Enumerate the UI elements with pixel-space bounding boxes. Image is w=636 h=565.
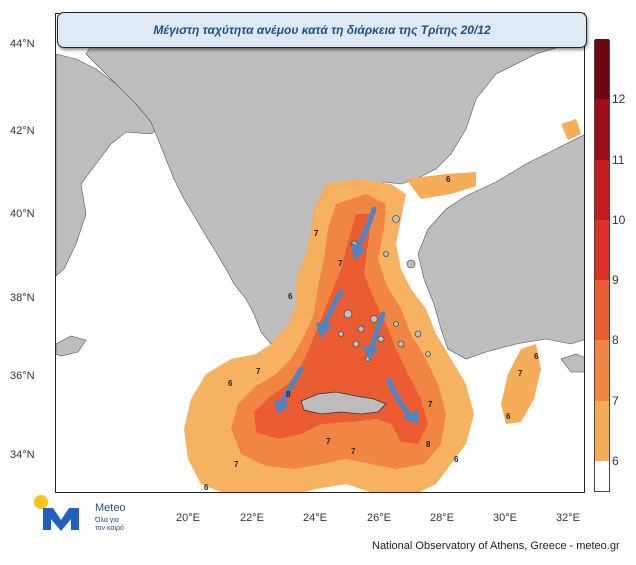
wind-zone-east — [501, 344, 541, 424]
contour-label: 6 — [228, 379, 233, 388]
contour-label: 6 — [288, 292, 293, 301]
map-title: Μέγιστη ταχύτητα ανέμου κατά τη διάρκεια… — [153, 23, 491, 37]
colorbar-tick-label: 9 — [612, 273, 619, 288]
contour-label: 6 — [534, 352, 539, 361]
colorbar-segment — [595, 400, 609, 461]
contour-label: 6 — [446, 175, 451, 184]
lat-label-34: 34°N — [10, 449, 35, 461]
lon-label-20: 20°E — [176, 512, 200, 524]
wind-zone-north — [406, 172, 476, 199]
meteo-logo — [34, 495, 79, 531]
wind-arrow-1 — [355, 206, 377, 249]
colorbar-segment — [595, 159, 609, 220]
colorbar-tick-label: 7 — [612, 393, 619, 408]
colorbar-segment — [595, 340, 609, 401]
contour-label: 6 — [506, 412, 511, 421]
contour-label: 7 — [338, 259, 343, 268]
land-sicily — [56, 335, 87, 357]
logo-sun-icon — [34, 495, 48, 509]
arrowhead-1 — [351, 242, 366, 260]
wind-arrowheads — [274, 242, 418, 424]
logo-m-icon — [43, 508, 79, 531]
arrowhead-2 — [316, 322, 332, 338]
lon-label-30: 30°E — [493, 512, 517, 524]
logo-tagline-line2: τον καιρό — [95, 525, 124, 532]
contour-label: 7 — [314, 229, 319, 238]
arrowhead-4 — [274, 400, 290, 414]
land-turkey — [417, 134, 584, 360]
arrowhead-5 — [402, 410, 418, 424]
colorbar-segment — [595, 460, 609, 491]
colorbar-tick-label: 12 — [612, 92, 626, 107]
lat-label-36: 36°N — [10, 370, 35, 382]
wind-arrow-4 — [278, 366, 304, 407]
contour-label: 7 — [256, 367, 261, 376]
lon-label-32: 32°E — [556, 512, 580, 524]
lat-label-44: 44°N — [10, 38, 35, 50]
logo-tagline-line1: Όλα για — [95, 517, 119, 524]
lat-label-42: 42°N — [10, 125, 35, 137]
wind-arrow-2 — [321, 289, 344, 329]
contour-label: 7 — [518, 369, 523, 378]
colorbar-tick-label: 10 — [612, 212, 626, 227]
colorbar-segment — [595, 280, 609, 341]
lon-label-22: 22°E — [240, 512, 264, 524]
colorbar-tick-label: 11 — [612, 152, 625, 167]
lon-label-28: 28°E — [430, 512, 454, 524]
lat-label-40: 40°N — [10, 208, 35, 220]
colorbar-segment — [595, 99, 609, 160]
land-italy — [56, 53, 167, 277]
wind-map: 6 7 7 7 6 8 7 8 6 7 7 7 6 6 7 6 6 — [56, 14, 584, 492]
contour-labels: 6 7 7 7 6 8 7 8 6 7 7 7 6 6 7 6 6 — [204, 175, 539, 492]
credit-text: National Observatory of Athens, Greece -… — [372, 540, 620, 552]
colorbar-tick-label: 8 — [612, 333, 619, 348]
land-crete-top — [300, 391, 387, 415]
map-frame: 6 7 7 7 6 8 7 8 6 7 7 7 6 6 7 6 6 — [55, 13, 585, 493]
contour-label: 6 — [204, 483, 209, 492]
contour-label: 7 — [351, 447, 356, 456]
islands-cyclades — [338, 309, 431, 362]
logo-word: Meteo — [95, 502, 126, 514]
wind-arrows — [278, 206, 414, 420]
contour-label: 7 — [428, 400, 433, 409]
arrowhead-3 — [363, 346, 379, 360]
contour-label: 7 — [234, 460, 239, 469]
wind-arrow-3 — [368, 311, 386, 352]
contour-label: 8 — [426, 440, 431, 449]
wind-arrow-5 — [386, 377, 414, 420]
colorbar — [594, 39, 610, 492]
title-banner: Μέγιστη ταχύτητα ανέμου κατά τη διάρκεια… — [57, 12, 587, 48]
colorbar-segment — [595, 219, 609, 281]
lon-label-26: 26°E — [367, 512, 391, 524]
contour-label: 8 — [286, 390, 291, 399]
contour-label: 7 — [326, 437, 331, 446]
contour-label: 6 — [454, 455, 459, 464]
land-cyprus — [560, 353, 584, 373]
colorbar-tick-label: 6 — [612, 453, 619, 468]
wind-zone-marmara — [561, 119, 581, 140]
colorbar-segment — [595, 39, 609, 100]
islands-north-aegean — [350, 215, 416, 269]
lat-label-38: 38°N — [10, 292, 35, 304]
wind-zone-8-9 — [254, 214, 428, 444]
lon-label-24: 24°E — [303, 512, 327, 524]
